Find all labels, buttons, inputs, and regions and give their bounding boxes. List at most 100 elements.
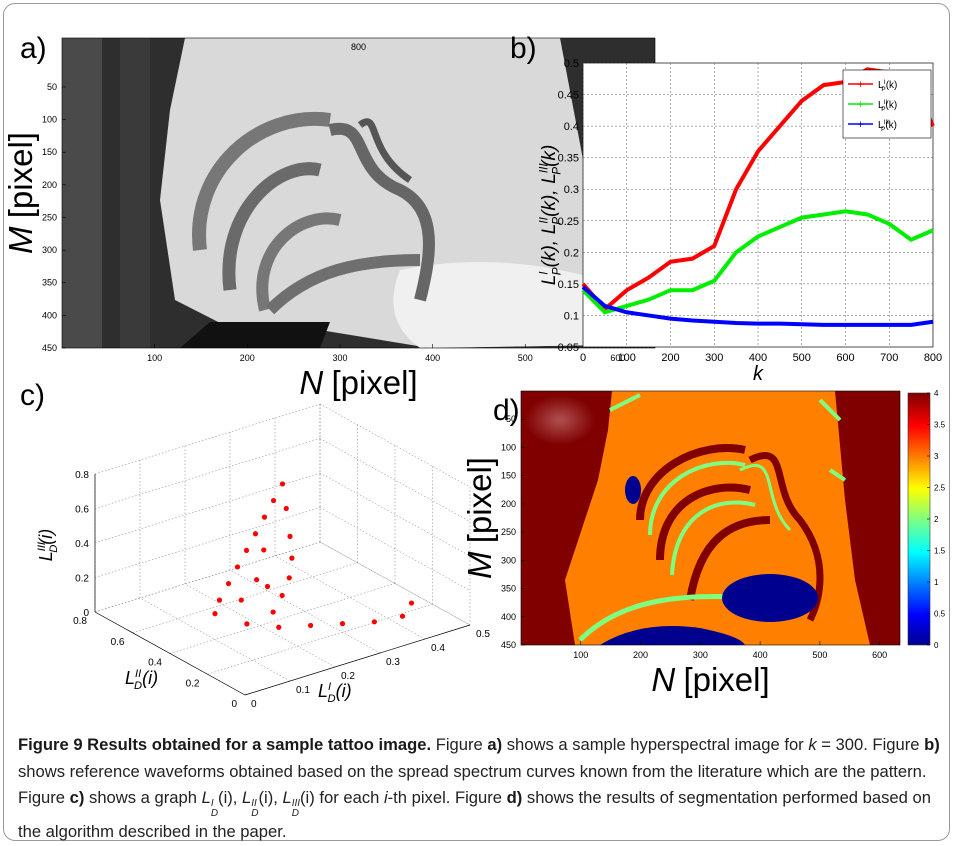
x-tick-label: 100 <box>618 352 636 364</box>
panel-label: a) <box>20 32 47 65</box>
x-tick-label: 300 <box>693 650 708 660</box>
scatter-point <box>225 580 232 587</box>
legend-entry: LII P(k) <box>878 99 897 113</box>
segmentation-image <box>521 391 900 645</box>
y-tick-label: 0.1 <box>564 310 579 322</box>
x-tick-label: 0.1 <box>296 685 310 696</box>
axis-label: N [pixel] <box>299 364 417 401</box>
caption-text: shows the results of segmentation perfor… <box>18 788 931 841</box>
axis-unit: [pixel] <box>461 457 498 543</box>
math-sub: P <box>550 167 563 175</box>
scatter-point <box>276 624 282 630</box>
x-tick-label: 100 <box>147 353 162 363</box>
y-tick-label: 250 <box>42 212 57 222</box>
math-arg: (i) <box>336 681 352 701</box>
scatter-point <box>270 497 277 504</box>
legend-sup: III <box>884 119 890 126</box>
caption-text: k <box>808 735 817 754</box>
math-sup: I <box>537 271 550 275</box>
x-tick-label: 200 <box>240 353 255 363</box>
scatter-point <box>212 611 218 617</box>
x-tick-label: 100 <box>573 650 588 660</box>
x-tick-label: 600 <box>610 353 625 363</box>
scatter-point <box>399 613 406 619</box>
x-tick-label: 0.5 <box>476 629 490 640</box>
math-sub: D <box>291 808 299 819</box>
caption-text: d) <box>506 788 523 807</box>
z-tick-label: 0 <box>83 608 89 619</box>
y-axis-label: LIP(k),LIIP(k),LIIIP(k) <box>537 145 563 286</box>
x-tick-label: 0 <box>251 699 257 710</box>
z-tick-label: 0.2 <box>75 574 89 585</box>
grid-line <box>319 472 471 557</box>
math-sub: D <box>48 545 60 553</box>
y-tick-label: 300 <box>42 245 57 255</box>
legend-sup: I <box>884 79 886 86</box>
y-tick-label: 0 <box>231 699 237 710</box>
colorbar-tick-label: 1 <box>934 578 939 587</box>
y-tick-label: 50 <box>506 414 516 424</box>
y-tick-label: 50 <box>47 82 57 92</box>
x-axis-label: k <box>753 363 764 385</box>
math-base: L <box>201 788 211 807</box>
axis-symbol: M <box>2 226 39 254</box>
x-tick-label: 300 <box>332 353 347 363</box>
image-axes <box>520 390 901 646</box>
caption-text: for each <box>314 788 384 807</box>
legend-sub: P <box>881 106 885 113</box>
x-tick-label: 0.3 <box>386 657 400 668</box>
math-base: L <box>36 551 56 561</box>
math-base: L <box>125 668 135 688</box>
math-base: L <box>539 275 560 286</box>
math-sup: I <box>210 798 214 809</box>
grid-line <box>319 438 471 522</box>
x-tick-label: 0 <box>580 352 586 364</box>
math-sup: I <box>328 681 331 693</box>
legend-entry: LI P(k) <box>878 79 897 93</box>
scatter-point <box>279 592 285 599</box>
scatter-point <box>216 597 223 603</box>
grid-line <box>94 403 321 475</box>
z-tick-label: 0.8 <box>75 470 89 481</box>
caption-text: b) <box>924 735 940 754</box>
math-base: L <box>539 224 560 235</box>
legend-sub: P <box>881 126 885 133</box>
colorbar-tick-label: 2.5 <box>934 484 946 493</box>
scatter-point <box>283 505 289 512</box>
math-sup: III <box>291 798 301 809</box>
grid-line <box>94 438 321 509</box>
legend-sub: P <box>881 86 885 93</box>
legend-arg: (k) <box>885 120 897 131</box>
axis-symbol: N <box>651 661 675 698</box>
figure-frame <box>3 3 950 841</box>
y-tick-label: 0.8 <box>73 616 87 627</box>
y-tick-label: 0.4 <box>148 658 162 669</box>
math-sup: II <box>537 216 550 223</box>
math-sup: II <box>135 668 141 680</box>
series-line <box>581 209 934 315</box>
math-arg: (i) <box>142 668 158 688</box>
axis-symbol: M <box>461 551 498 579</box>
x-tick-label: 500 <box>812 650 827 660</box>
scatter-point <box>234 564 241 570</box>
axis-line <box>94 611 246 696</box>
hyperspectral-image <box>62 38 655 348</box>
scatter-point <box>289 555 295 561</box>
colorbar-tick-label: 0 <box>934 641 939 650</box>
x-tick-label: 200 <box>661 352 679 364</box>
grid-line <box>139 597 291 682</box>
caption-text: -th pixel. Figure <box>387 788 507 807</box>
math-arg: (i), <box>258 788 283 807</box>
scatter-point <box>261 547 267 553</box>
legend-base: L <box>878 120 884 131</box>
legend-entry: LIII P(k) <box>878 119 897 133</box>
caption-text: a) <box>487 735 503 754</box>
grid-line <box>207 604 433 675</box>
colorbar-tick-label: 0.5 <box>934 610 946 619</box>
y-tick-label: 200 <box>501 499 516 509</box>
y-tick-label: 0.15 <box>558 279 579 291</box>
x-tick-label: 200 <box>633 650 648 660</box>
scatter-point <box>339 621 346 627</box>
